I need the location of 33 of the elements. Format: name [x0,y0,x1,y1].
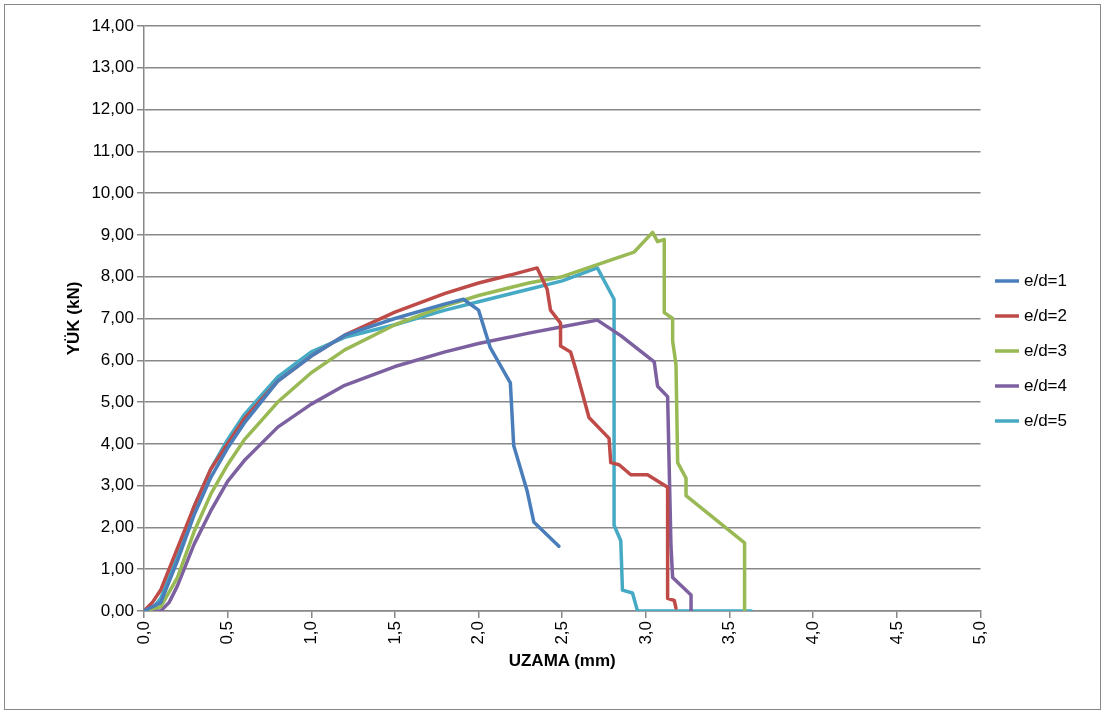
y-tick-label: 7,00 [100,308,134,328]
y-tick-label: 8,00 [100,266,134,286]
y-tick-label: 12,00 [91,99,134,119]
y-tick-label: 14,00 [91,15,134,35]
legend-label: e/d=5 [1023,410,1067,430]
y-tick-label: 2,00 [100,517,134,537]
legend-label: e/d=1 [1023,270,1067,290]
legend-label: e/d=3 [1023,340,1067,360]
y-tick-label: 3,00 [100,475,134,495]
x-tick-label: 5,0 [970,620,990,645]
y-axis-title: YÜK (kN) [63,281,83,356]
x-tick-label: 4,5 [886,620,906,645]
legend-label: e/d=4 [1023,375,1067,395]
x-tick-label: 1,0 [300,620,320,645]
x-tick-label: 2,0 [468,620,488,645]
y-tick-label: 11,00 [92,141,134,161]
x-tick-label: 0,5 [217,620,237,645]
y-tick-label: 9,00 [100,224,134,244]
x-tick-label: 3,0 [635,620,655,645]
x-tick-label: 3,5 [719,620,739,645]
y-tick-label: 0,00 [100,600,134,620]
legend-label: e/d=2 [1023,305,1067,325]
y-tick-label: 13,00 [91,57,134,77]
x-axis-title: UZAMA (mm) [508,651,616,671]
y-tick-label: 1,00 [100,558,134,578]
y-tick-label: 6,00 [100,349,134,369]
x-tick-label: 4,0 [802,620,822,645]
y-tick-label: 10,00 [91,182,134,202]
x-tick-label: 1,5 [384,620,404,645]
x-tick-label: 2,5 [551,620,571,645]
x-tick-label: 0,0 [133,620,153,645]
y-tick-label: 4,00 [100,433,134,453]
y-tick-label: 5,00 [100,391,134,411]
